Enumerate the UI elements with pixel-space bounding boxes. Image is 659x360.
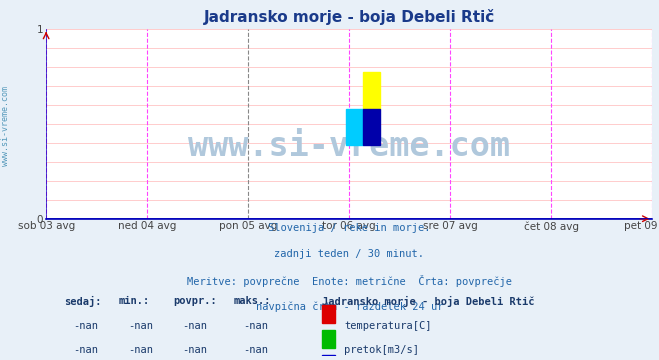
Text: -nan: -nan	[183, 345, 208, 355]
Text: -nan: -nan	[183, 321, 208, 330]
Text: pretok[m3/s]: pretok[m3/s]	[345, 345, 419, 355]
Text: -nan: -nan	[73, 345, 98, 355]
Bar	[363, 109, 380, 145]
Text: sedaj:: sedaj:	[65, 296, 102, 307]
Text: -nan: -nan	[128, 321, 153, 330]
Text: zadnji teden / 30 minut.: zadnji teden / 30 minut.	[274, 249, 424, 259]
Text: Meritve: povprečne  Enote: metrične  Črta: povprečje: Meritve: povprečne Enote: metrične Črta:…	[186, 275, 512, 287]
Text: -nan: -nan	[243, 345, 268, 355]
Bar	[363, 72, 380, 109]
Text: min.:: min.:	[119, 296, 150, 306]
Text: -nan: -nan	[128, 345, 153, 355]
Bar	[322, 355, 335, 360]
Bar	[346, 109, 363, 145]
Text: povpr.:: povpr.:	[173, 296, 217, 306]
Text: www.si-vreme.com: www.si-vreme.com	[188, 130, 510, 163]
Text: maks.:: maks.:	[234, 296, 272, 306]
Text: www.si-vreme.com: www.si-vreme.com	[1, 86, 10, 166]
Text: Jadransko morje - boja Debeli Rtič: Jadransko morje - boja Debeli Rtič	[322, 296, 534, 307]
Text: -nan: -nan	[73, 321, 98, 330]
Title: Jadransko morje - boja Debeli Rtič: Jadransko morje - boja Debeli Rtič	[204, 9, 495, 25]
Bar	[322, 330, 335, 348]
Text: -nan: -nan	[243, 321, 268, 330]
Text: navpična črta - razdelek 24 ur: navpična črta - razdelek 24 ur	[256, 301, 443, 312]
Text: temperatura[C]: temperatura[C]	[345, 321, 432, 330]
Text: Slovenija / reke in morje.: Slovenija / reke in morje.	[268, 223, 430, 233]
Bar	[322, 305, 335, 323]
